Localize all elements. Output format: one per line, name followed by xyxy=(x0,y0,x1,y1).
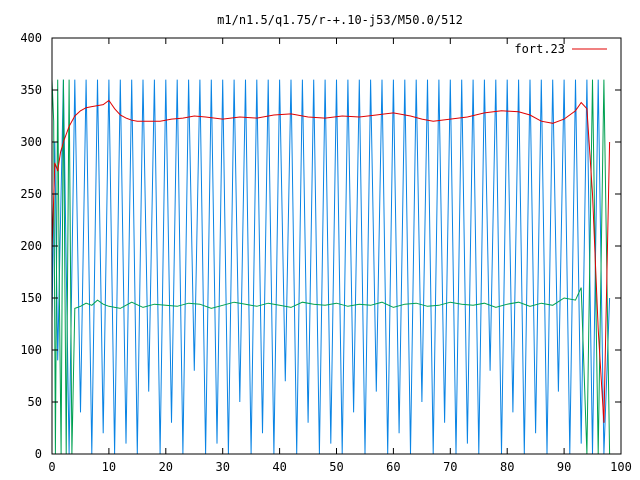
y-tick-label: 250 xyxy=(20,187,42,201)
series-line-0 xyxy=(51,99,611,423)
x-tick-label: 50 xyxy=(329,460,343,474)
legend: fort.23 xyxy=(514,42,607,56)
y-tick-label: 50 xyxy=(28,395,42,409)
legend-label: fort.23 xyxy=(514,42,565,56)
y-tick-label: 300 xyxy=(20,135,42,149)
chart-title: m1/n1.5/q1.75/r-+.10-j53/M50.0/512 xyxy=(217,13,463,27)
y-tick-label: 0 xyxy=(35,447,42,461)
y-axis: 0 50 100 150 200 250 300 350 400 xyxy=(20,31,621,461)
series-line-1 xyxy=(51,79,611,455)
x-tick-label: 70 xyxy=(443,460,457,474)
x-tick-label: 90 xyxy=(557,460,571,474)
x-axis: 0 10 20 30 40 50 60 70 80 90 100 xyxy=(48,38,632,474)
y-tick-label: 400 xyxy=(20,31,42,45)
x-tick-label: 10 xyxy=(102,460,116,474)
x-tick-label: 0 xyxy=(48,460,55,474)
x-tick-label: 20 xyxy=(159,460,173,474)
x-tick-label: 40 xyxy=(272,460,286,474)
x-tick-label: 60 xyxy=(386,460,400,474)
x-tick-label: 100 xyxy=(610,460,632,474)
series-layer xyxy=(51,79,611,455)
y-tick-label: 150 xyxy=(20,291,42,305)
series-line-2 xyxy=(51,79,611,455)
y-tick-label: 350 xyxy=(20,83,42,97)
y-tick-label: 100 xyxy=(20,343,42,357)
y-tick-label: 200 xyxy=(20,239,42,253)
x-tick-label: 80 xyxy=(500,460,514,474)
x-tick-label: 30 xyxy=(215,460,229,474)
